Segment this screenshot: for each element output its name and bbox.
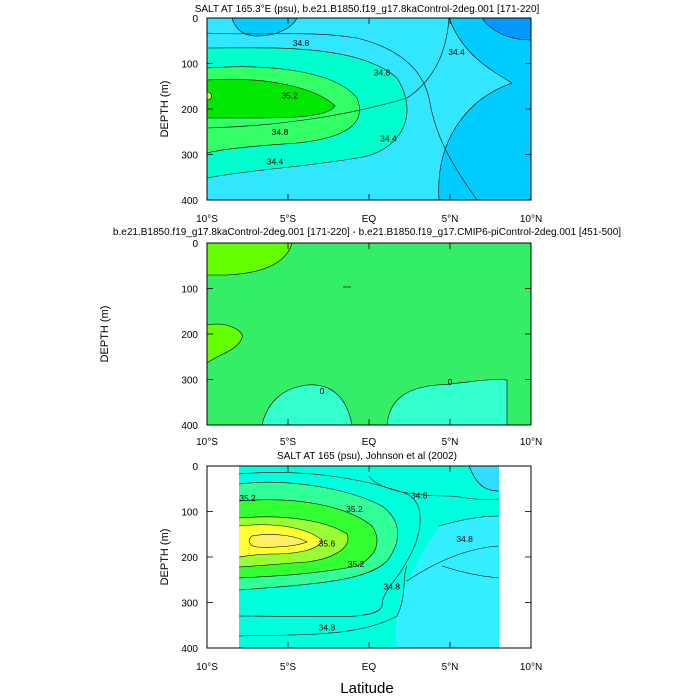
panel3-title: SALT AT 165 (psu), Johnson et al (2002) bbox=[277, 451, 457, 462]
panel1-ytick: 200 bbox=[181, 105, 198, 116]
panel1-xtick: 10°S bbox=[196, 214, 218, 225]
panel3-ylabel: DEPTH (m) bbox=[159, 529, 171, 586]
contour-label: 34.8 bbox=[293, 38, 310, 48]
panel2-xtick: 5°S bbox=[280, 437, 297, 448]
contour-label: 34.8 bbox=[319, 623, 336, 633]
panel2-fill-neg-right bbox=[387, 379, 507, 425]
panel3-ticks bbox=[206, 465, 532, 649]
panel3-contour-labels: 35.2 35.2 34.8 34.8 35.6 35.2 34.8 34.8 bbox=[239, 491, 473, 633]
panel2-xtick: 10°N bbox=[520, 437, 542, 448]
panel2-ytick: 0 bbox=[192, 239, 198, 250]
panel2-ytick: 200 bbox=[181, 330, 198, 341]
contour-label: 34.4 bbox=[448, 47, 465, 57]
panel1-contour-35-4 bbox=[207, 91, 212, 101]
panel3-xtick: 10°N bbox=[520, 662, 542, 673]
panel2-contours bbox=[207, 243, 508, 425]
panel1-plot: 34.8 34.8 34.4 35.2 34.8 34.4 34.4 bbox=[206, 17, 532, 201]
contour-label: 34.4 bbox=[380, 134, 397, 144]
panel1-ticks bbox=[206, 17, 532, 201]
panel3-fill-34-2 bbox=[469, 466, 499, 491]
panel1-title: SALT AT 165.3°E (psu), b.e21.B1850.f19_g… bbox=[195, 4, 540, 15]
contour-label: 34.4 bbox=[267, 156, 284, 166]
contour-label: 35.2 bbox=[239, 493, 256, 503]
panel3-ytick: 300 bbox=[181, 599, 198, 610]
panel1-xtick: EQ bbox=[362, 214, 377, 225]
panel3-ytick: 200 bbox=[181, 553, 198, 564]
panel2-fill-pos-top bbox=[207, 243, 292, 275]
panel2-ytick: 100 bbox=[181, 285, 198, 296]
panel1-ytick: 100 bbox=[181, 60, 198, 71]
panel3-xtick: 5°S bbox=[280, 662, 297, 673]
panel3-ytick: 100 bbox=[181, 508, 198, 519]
panel1-fill-lowest bbox=[482, 18, 531, 40]
panel3-ytick: 400 bbox=[181, 644, 198, 655]
panel1-fill-35-2 bbox=[207, 79, 335, 118]
panel2-fill-pos-mid bbox=[207, 324, 243, 363]
contour-label: 35.2 bbox=[348, 559, 365, 569]
panel1-ytick: 400 bbox=[181, 196, 198, 207]
panel2-xtick: EQ bbox=[362, 437, 377, 448]
panel3-ytick: 0 bbox=[192, 462, 198, 473]
panel3-plot: 35.2 35.2 34.8 34.8 35.6 35.2 34.8 34.8 bbox=[206, 465, 532, 649]
panel2-contour-labels: 00 bbox=[320, 377, 453, 396]
contour-label: 34.8 bbox=[383, 582, 400, 592]
panel2-fill-neg-left bbox=[262, 384, 352, 425]
contour-label: 35.2 bbox=[281, 90, 298, 100]
panel1-ytick: 300 bbox=[181, 151, 198, 162]
panel3-fill-34-6 bbox=[396, 516, 499, 648]
panel3-xtick: 5°N bbox=[442, 662, 459, 673]
contour-label: 35.6 bbox=[319, 538, 336, 548]
panel1-ylabel: DEPTH (m) bbox=[159, 81, 171, 138]
panel2-ylabel: DEPTH (m) bbox=[99, 306, 111, 363]
contour-label: 34.8 bbox=[272, 127, 289, 137]
panel1-fill-low bbox=[438, 18, 531, 200]
x-axis-label: Latitude bbox=[340, 680, 393, 697]
panel2-title: b.e21.B1850.f19_g17.8kaControl-2deg.001 … bbox=[113, 227, 621, 238]
panel3-fill-35-8 bbox=[252, 534, 307, 548]
contour-label: 34.8 bbox=[411, 491, 428, 501]
panel1-xtick: 5°S bbox=[280, 214, 297, 225]
contour-label: 0 bbox=[320, 386, 325, 396]
panel1-contour-labels: 34.8 34.8 34.4 35.2 34.8 34.4 34.4 bbox=[267, 38, 465, 166]
panel1-xtick: 10°N bbox=[520, 214, 542, 225]
contour-label: 34.8 bbox=[374, 68, 391, 78]
panel1-contours bbox=[207, 18, 531, 200]
panel2-ytick: 300 bbox=[181, 376, 198, 387]
panel2-ticks bbox=[206, 242, 532, 426]
panel3-contours bbox=[239, 466, 499, 637]
panel3-xtick: EQ bbox=[362, 662, 377, 673]
panel2-xtick: 10°S bbox=[196, 437, 218, 448]
panel1-xtick: 5°N bbox=[442, 214, 459, 225]
panel2-xtick: 5°N bbox=[442, 437, 459, 448]
panel3-xtick: 10°S bbox=[196, 662, 218, 673]
panel2-ytick: 400 bbox=[181, 421, 198, 432]
panel2-plot: 00 bbox=[206, 242, 532, 426]
panel1-ytick: 0 bbox=[192, 14, 198, 25]
contour-label: 35.2 bbox=[346, 504, 363, 514]
contour-label: 34.8 bbox=[456, 534, 473, 544]
contour-label: 0 bbox=[448, 377, 453, 387]
